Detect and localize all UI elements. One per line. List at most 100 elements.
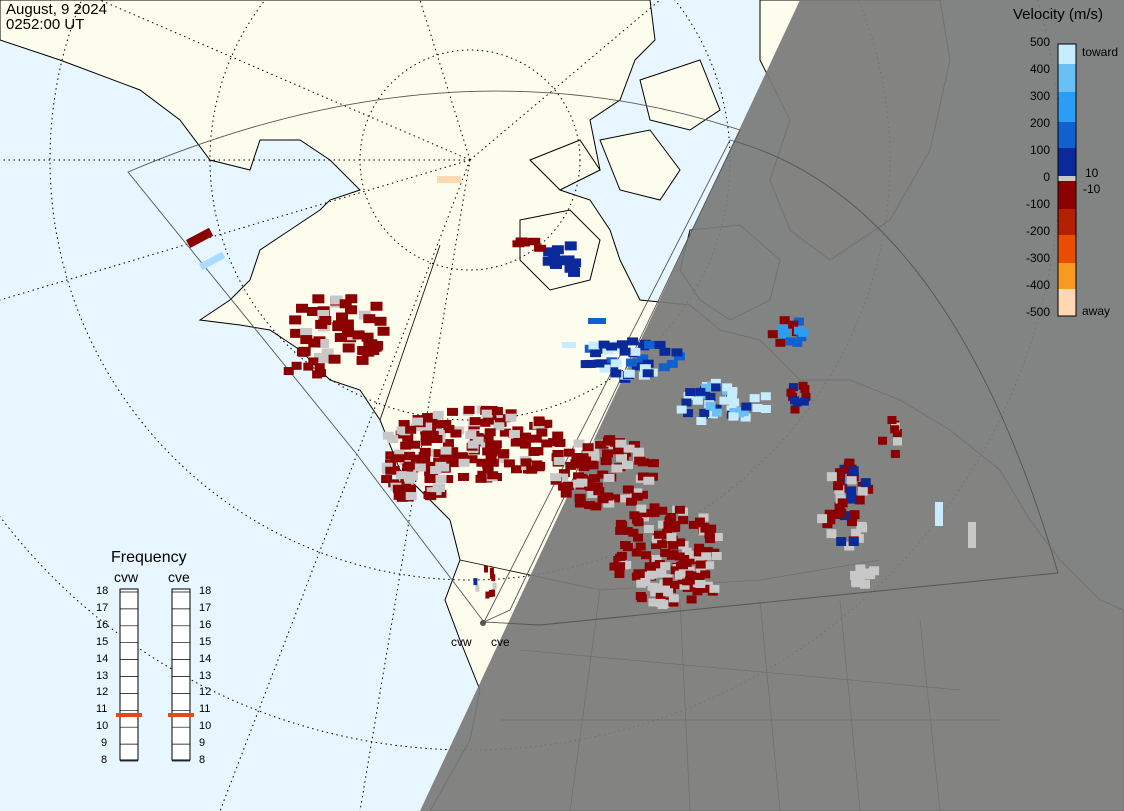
velocity-cell xyxy=(541,419,553,428)
velocity-cell xyxy=(623,369,635,378)
velocity-cell xyxy=(475,474,487,483)
velocity-cell xyxy=(666,359,678,368)
velocity-cell xyxy=(643,476,655,485)
velocity-cell xyxy=(701,552,712,561)
velocity-cell xyxy=(615,554,626,563)
velocity-cell xyxy=(551,245,564,255)
velocity-cell xyxy=(497,455,509,464)
frequency-tick-left: 16 xyxy=(96,618,109,631)
velocity-cell xyxy=(411,423,423,432)
velocity-cell xyxy=(319,315,332,325)
velocity-cell xyxy=(619,347,631,356)
velocity-cells xyxy=(186,176,976,610)
velocity-cell xyxy=(635,542,646,551)
velocity-cell xyxy=(719,396,730,405)
velocity-cell xyxy=(836,537,847,547)
velocity-cell xyxy=(786,388,796,397)
velocity-cell xyxy=(692,396,703,405)
velocity-tick: 200 xyxy=(1029,116,1050,130)
velocity-cell xyxy=(289,315,302,325)
frequency-tick-right: 10 xyxy=(199,720,212,733)
velocity-cell xyxy=(644,562,655,571)
velocity-cell xyxy=(699,408,710,417)
velocity-cell xyxy=(593,359,605,368)
velocity-cell xyxy=(749,394,760,403)
velocity-cell xyxy=(760,392,771,401)
velocity-cell xyxy=(503,459,515,468)
velocity-cell xyxy=(332,320,345,330)
velocity-cell xyxy=(629,347,641,356)
velocity-tick: 0 xyxy=(1043,170,1050,184)
frequency-tick-right: 17 xyxy=(199,601,212,614)
velocity-cell xyxy=(308,338,321,348)
velocity-cell xyxy=(694,553,705,562)
velocity-cell xyxy=(636,504,647,513)
velocity-cell xyxy=(414,463,426,472)
velocity-cell xyxy=(473,578,478,586)
velocity-cell xyxy=(465,430,477,439)
velocity-cell xyxy=(686,571,697,580)
velocity-cell xyxy=(424,474,436,483)
velocity-cell xyxy=(313,353,326,363)
frequency-tick-right: 13 xyxy=(199,669,212,682)
velocity-cell xyxy=(610,359,622,368)
velocity-cell xyxy=(566,263,579,273)
velocity-cell xyxy=(722,383,733,392)
velocity-cell xyxy=(629,511,640,520)
velocity-cell xyxy=(695,560,706,569)
velocity-cell xyxy=(485,591,490,599)
arctic-island-2 xyxy=(599,129,681,201)
velocity-cell xyxy=(863,484,874,494)
velocity-cell xyxy=(684,550,695,559)
velocity-cell xyxy=(395,471,407,480)
velocity-cell xyxy=(635,592,646,601)
velocity-cell xyxy=(849,510,860,520)
velocity-cell xyxy=(623,444,635,453)
velocity-cell xyxy=(740,413,751,422)
velocity-cell xyxy=(361,332,374,342)
velocity-cell xyxy=(681,398,692,407)
velocity-cell xyxy=(729,398,740,407)
velocity-cell xyxy=(824,509,835,519)
velocity-cell xyxy=(519,440,531,449)
velocity-cell xyxy=(644,509,655,518)
velocity-cell xyxy=(659,347,671,356)
velocity-cell xyxy=(606,342,618,351)
velocity-cell xyxy=(692,572,703,581)
velocity-cell xyxy=(431,434,443,443)
velocity-cell xyxy=(394,449,406,458)
night-shade xyxy=(420,0,1124,811)
velocity-cell xyxy=(692,587,703,596)
velocity-cell xyxy=(534,244,547,252)
velocity-cell xyxy=(303,362,314,371)
velocity-cell xyxy=(448,459,460,468)
velocity-cell xyxy=(568,267,581,277)
velocity-cell xyxy=(339,299,352,309)
velocity-cell xyxy=(427,430,439,439)
velocity-cell xyxy=(968,522,976,548)
radar-site-marker xyxy=(480,620,486,626)
colorbar-frame xyxy=(1057,43,1077,317)
velocity-cell xyxy=(582,443,594,452)
fov-cve xyxy=(483,139,1059,626)
frequency-tick-left: 18 xyxy=(96,585,109,597)
velocity-cell xyxy=(430,466,442,475)
velocity-cell xyxy=(614,570,625,579)
velocity-cell xyxy=(844,541,855,551)
velocity-cell xyxy=(481,409,493,418)
velocity-cell xyxy=(435,461,447,470)
observation-date: August, 9 2024 xyxy=(6,1,107,18)
velocity-cell xyxy=(655,598,666,607)
velocity-cell xyxy=(399,457,411,466)
velocity-cell xyxy=(300,327,313,337)
velocity-cell xyxy=(681,558,692,567)
velocity-cell xyxy=(670,523,681,532)
velocity-cell xyxy=(752,403,763,412)
colorbar-toward-dark xyxy=(1058,148,1076,176)
velocity-cell xyxy=(593,487,605,496)
velocity-cell xyxy=(597,495,609,504)
velocity-cell xyxy=(654,340,666,349)
velocity-cell xyxy=(489,567,494,575)
velocity-cell xyxy=(633,569,644,578)
velocity-cell xyxy=(644,340,656,349)
